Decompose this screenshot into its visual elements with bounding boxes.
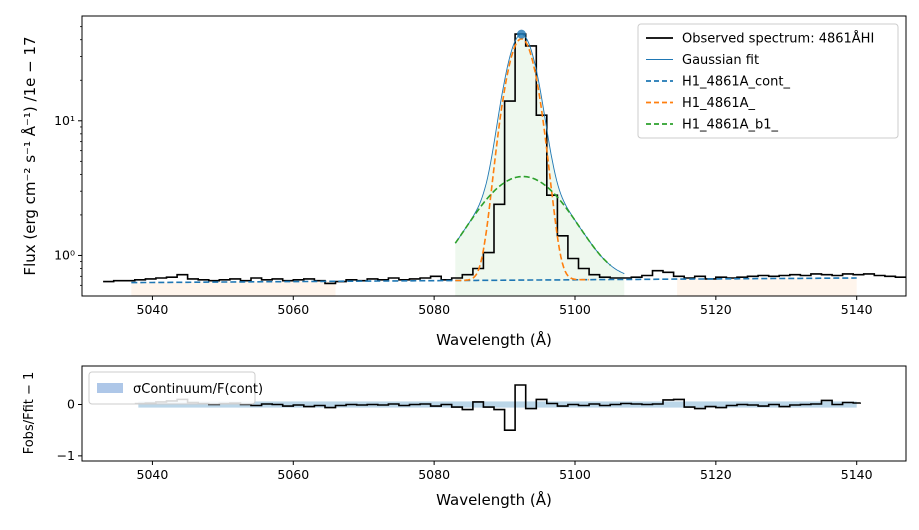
main-panel: 5040 5060 5080 5100 5120 5140 10⁰ 10¹ Waveleng… <box>20 15 907 349</box>
continuum-band-0 <box>131 281 336 296</box>
gaussian-fit-line <box>454 33 625 275</box>
residual-x-tick-label: 5040 <box>137 467 169 482</box>
residual-x-tick-label: 5120 <box>700 467 732 482</box>
residual-curves <box>134 384 861 431</box>
residual-x-tick-label: 5080 <box>418 467 450 482</box>
main-y-tick-label: 10⁰ <box>54 247 75 262</box>
residual-legend: σContinuum/F(cont) <box>88 371 263 405</box>
residual-legend-box <box>88 371 256 405</box>
residual-line <box>134 384 861 431</box>
continuum-dashed-line <box>131 277 857 284</box>
main-legend-box <box>637 23 899 139</box>
residual-y-ticks: 0 −1 <box>57 397 82 463</box>
residual-panel: 5040 5060 5080 5100 5120 5140 0 −1 Wavelength … <box>22 365 907 509</box>
residual-x-ticks: 5040 5060 5080 5100 5120 5140 <box>137 461 873 482</box>
residual-plot-frame <box>81 365 907 462</box>
main-x-tick-label: 5140 <box>841 302 873 317</box>
main-y-ticks: 10⁰ 10¹ <box>54 26 82 286</box>
main-x-tick-label: 5040 <box>137 302 169 317</box>
main-legend: Observed spectrum: 4861ÅHI Gaussian fit H1… <box>637 23 899 139</box>
residual-y-tick-label: −1 <box>57 448 75 463</box>
main-x-tick-label: 5080 <box>418 302 450 317</box>
residual-y-tick-label: 0 <box>67 397 75 412</box>
continuum-band-1 <box>677 278 857 296</box>
main-legend-label: H1_4861A_ <box>682 96 756 111</box>
residual-x-tick-label: 5060 <box>277 467 309 482</box>
line-band <box>455 34 625 297</box>
residual-x-tick-label: 5100 <box>559 467 591 482</box>
main-legend-label: H1_4861A_b1_ <box>682 118 779 133</box>
main-x-tick-label: 5100 <box>559 302 591 317</box>
main-legend-label: H1_4861A_cont_ <box>682 75 790 90</box>
top-fills <box>131 34 857 297</box>
residual-uncertainty-band <box>138 401 857 408</box>
broad-component-line <box>454 175 611 266</box>
observed-spectrum-line <box>103 33 906 285</box>
main-x-label: Wavelength (Å) <box>436 330 552 349</box>
peak-marker <box>516 29 526 39</box>
residual-legend-swatch <box>97 383 123 393</box>
residual-x-tick-label: 5140 <box>841 467 873 482</box>
main-legend-label: Gaussian fit <box>682 53 759 68</box>
residual-band <box>138 401 857 408</box>
main-x-tick-label: 5060 <box>277 302 309 317</box>
residual-legend-label: σContinuum/F(cont) <box>133 382 263 397</box>
residual-x-label: Wavelength (Å) <box>436 490 552 509</box>
main-x-tick-label: 5120 <box>700 302 732 317</box>
residual-y-label: Fobs/Ffit − 1 <box>22 372 37 455</box>
main-legend-label: Observed spectrum: 4861ÅHI <box>682 31 874 47</box>
narrow-component-line <box>455 37 590 282</box>
main-y-tick-label: 10¹ <box>54 113 75 128</box>
top-curves <box>103 29 906 285</box>
main-y-label: Flux (erg cm⁻² s⁻¹ Å⁻¹) /1e − 17 <box>20 36 39 275</box>
main-x-ticks: 5040 5060 5080 5100 5120 5140 <box>137 296 873 317</box>
main-plot-frame <box>81 15 907 297</box>
